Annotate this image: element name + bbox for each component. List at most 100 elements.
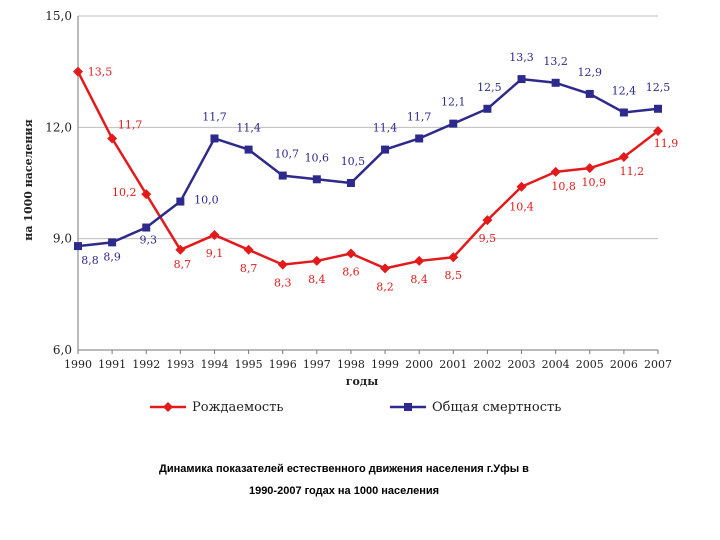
data-label-mortality: 12,5 [477, 81, 502, 94]
x-tick-label: 1996 [269, 358, 297, 371]
y-tick-label: 12,0 [45, 120, 72, 134]
data-label-mortality: 12,9 [578, 66, 603, 79]
data-point-births [653, 126, 663, 137]
data-label-births: 9,5 [479, 232, 497, 245]
legend-marker-mortality [404, 403, 412, 411]
data-label-mortality: 13,3 [509, 51, 534, 64]
x-tick-label: 1993 [166, 358, 194, 371]
x-tick-labels: 1990 1991 1992 1993 1994 1995 1996 1997 1998 1999… [64, 358, 672, 371]
series-line-mortality [77, 77, 659, 248]
data-label-mortality: 11,4 [236, 122, 261, 135]
data-point-births [107, 133, 118, 144]
data-point-mortality [654, 104, 662, 113]
data-point-births [345, 248, 356, 259]
data-point-births [618, 152, 629, 163]
data-label-mortality: 10,0 [194, 194, 219, 207]
legend-label-mortality: Общая смертность [432, 400, 561, 415]
data-point-mortality [210, 134, 219, 143]
data-label-mortality: 11,7 [407, 110, 432, 123]
x-tick-label: 2004 [542, 358, 570, 371]
data-label-births: 11,2 [620, 165, 645, 178]
y-axis-title: на 1000 населения [22, 119, 35, 240]
data-label-births: 9,1 [206, 247, 224, 260]
x-tick-label: 1998 [337, 358, 365, 371]
data-label-births: 8,7 [240, 262, 258, 275]
data-label-births: 8,2 [376, 280, 394, 293]
data-label-mortality: 12,5 [646, 81, 671, 94]
y-tick-label: 6,0 [53, 343, 72, 357]
caption-line-1: Динамика показателей естественного движе… [159, 463, 529, 475]
data-point-mortality [74, 242, 82, 251]
data-label-births: 8,4 [308, 273, 326, 286]
y-tick-labels: 6,0 9,0 12,0 15,0 [45, 9, 72, 357]
x-tick-label: 1990 [64, 358, 92, 371]
data-label-mortality: 11,7 [202, 110, 227, 123]
x-axis-title: годы [346, 375, 378, 388]
data-point-mortality [176, 197, 185, 206]
x-tick-label: 1999 [371, 358, 399, 371]
data-point-mortality [415, 134, 424, 143]
data-point-births [73, 66, 83, 77]
data-label-births: 8,5 [445, 269, 463, 282]
data-point-births [516, 181, 527, 192]
data-label-births: 8,6 [342, 266, 360, 279]
data-label-births: 11,7 [118, 118, 143, 131]
data-label-births: 10,9 [582, 176, 607, 189]
data-label-births: 10,8 [551, 180, 576, 193]
x-tick-label: 2002 [473, 358, 501, 371]
x-tick-label: 1992 [132, 358, 160, 371]
x-tick-label: 2003 [508, 358, 536, 371]
data-label-births: 8,4 [410, 273, 428, 286]
legend-item-mortality: Общая смертность [390, 400, 561, 415]
data-point-births [550, 166, 561, 177]
data-point-mortality [449, 119, 458, 128]
data-point-mortality [483, 104, 492, 113]
x-tick-label: 1991 [98, 358, 126, 371]
data-label-mortality: 8,8 [81, 254, 99, 267]
data-labels: 13,5 11,7 10,2 8,7 9,1 8,7 8,3 8,4 8,6 8,2 8,4 8,5 9… [81, 51, 678, 293]
data-label-mortality: 12,4 [612, 84, 637, 97]
data-point-mortality [108, 238, 117, 247]
data-point-births [584, 163, 595, 174]
caption-line-2: 1990-2007 годах на 1000 населения [248, 485, 440, 497]
data-point-mortality [278, 171, 287, 180]
data-label-births: 8,3 [274, 277, 292, 290]
y-tick-label: 9,0 [53, 232, 72, 246]
x-tick-label: 2000 [405, 358, 433, 371]
data-label-mortality: 12,1 [441, 96, 466, 109]
data-point-mortality [142, 223, 151, 232]
data-point-births [277, 259, 288, 270]
x-tick-label: 2007 [644, 358, 672, 371]
x-tick-label: 2006 [610, 358, 638, 371]
data-point-births [414, 255, 425, 266]
legend: Рождаемость Общая смертность [150, 400, 561, 415]
data-label-births: 13,5 [88, 66, 113, 79]
data-label-mortality: 8,9 [103, 250, 121, 263]
data-label-births: 10,2 [112, 186, 137, 199]
x-tick-label: 2001 [439, 358, 467, 371]
legend-marker-births [163, 402, 173, 412]
gridlines [78, 15, 658, 240]
legend-item-births: Рождаемость [150, 400, 283, 415]
data-label-births: 8,7 [174, 258, 192, 271]
data-point-mortality [619, 108, 628, 117]
data-point-mortality [244, 145, 253, 154]
data-point-births [380, 263, 391, 274]
legend-label-births: Рождаемость [192, 400, 283, 415]
line-chart: 6,09,012,015,0 1990 1991 1992 1993 1994 1995 1… [22, 9, 678, 415]
data-label-mortality: 10,6 [305, 151, 330, 164]
data-label-births: 10,4 [509, 201, 534, 214]
x-tick-label: 2005 [576, 358, 604, 371]
data-label-births: 11,9 [654, 137, 679, 150]
data-point-mortality [312, 175, 321, 184]
data-point-mortality [551, 78, 560, 87]
data-point-births [448, 252, 459, 263]
x-tick-label: 1994 [200, 358, 228, 371]
series-group [73, 66, 663, 274]
data-label-mortality: 13,2 [543, 55, 568, 68]
x-tick-label: 1995 [235, 358, 263, 371]
x-tick-label: 1997 [303, 358, 331, 371]
data-point-births [209, 229, 220, 240]
data-point-births [482, 215, 493, 226]
data-point-mortality [517, 75, 526, 84]
